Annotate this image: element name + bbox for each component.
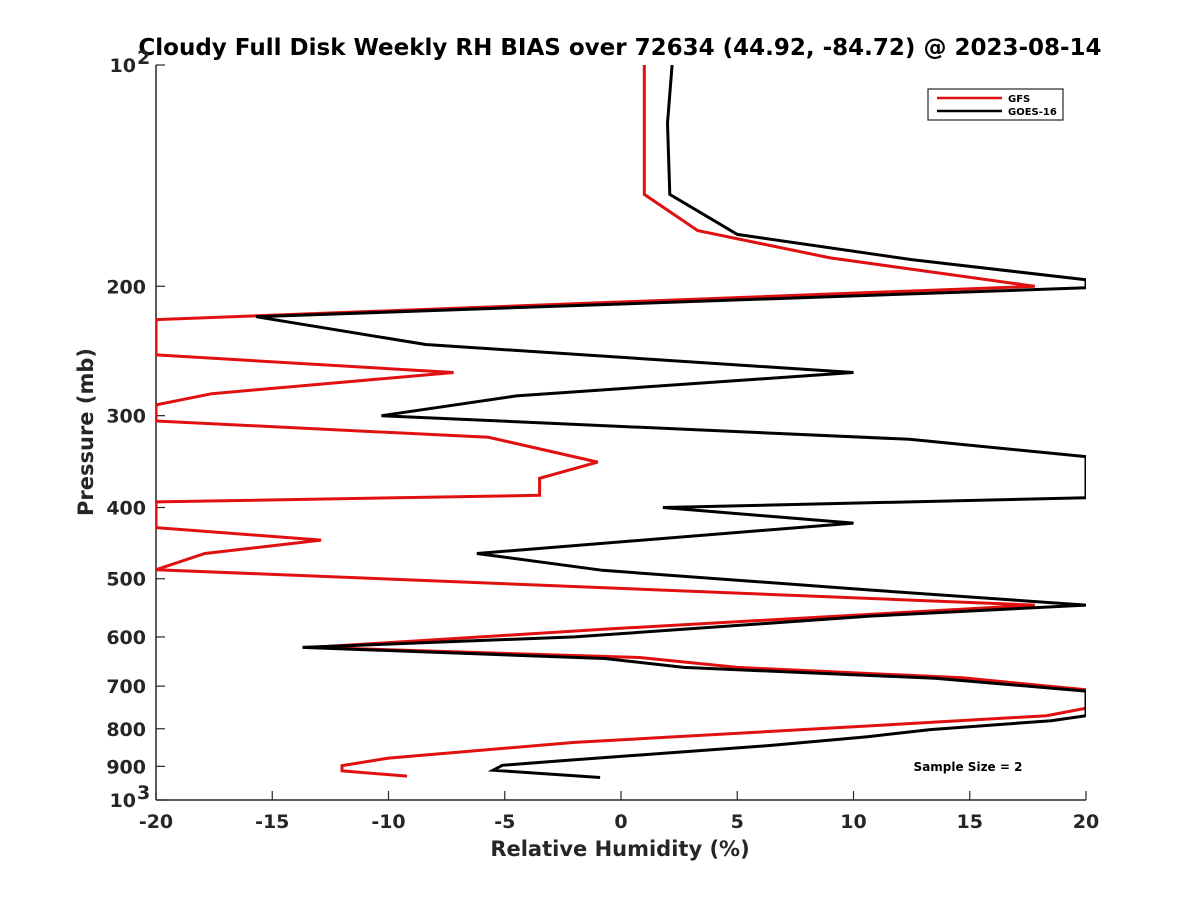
x-tick-label: -15 (255, 811, 289, 833)
y-tick-label: 400 (106, 498, 146, 520)
legend-box (927, 88, 1064, 121)
legend-label: GFS (1008, 94, 1030, 105)
x-tick-label: 0 (614, 811, 627, 833)
series-group (156, 65, 1086, 779)
x-tick-label: -10 (371, 811, 405, 833)
y-axis-label: Pressure (mb) (74, 348, 98, 516)
y-tick-label: 10 (110, 55, 136, 77)
y-tick-exponent: 3 (137, 782, 150, 804)
x-tick-label: 20 (1073, 811, 1099, 833)
y-tick-label: 800 (106, 719, 146, 741)
y-tick-label: 600 (106, 627, 146, 649)
x-tick-label: -20 (139, 811, 173, 833)
x-tick-label: 10 (840, 811, 866, 833)
x-tick-label: 5 (731, 811, 744, 833)
y-tick-exponent: 2 (137, 47, 150, 69)
legend-label: GOES-16 (1008, 107, 1057, 118)
series-line-goes-16 (255, 65, 1086, 779)
series-line-gfs (156, 65, 1086, 778)
x-tick-label: -5 (494, 811, 515, 833)
y-tick-label: 500 (106, 569, 146, 591)
x-tick-label: 15 (957, 811, 983, 833)
x-axis-label: Relative Humidity (%) (490, 837, 749, 861)
sample-size-annotation: Sample Size = 2 (914, 760, 1023, 774)
y-tick-label: 200 (106, 276, 146, 298)
legend: GFS GOES-16 (927, 88, 1064, 121)
y-tick-label: 300 (106, 406, 146, 428)
y-tick-label: 10 (110, 790, 136, 812)
y-tick-label: 900 (106, 756, 146, 778)
y-tick-label: 700 (106, 676, 146, 698)
chart-title: Cloudy Full Disk Weekly RH BIAS over 726… (138, 35, 1101, 61)
